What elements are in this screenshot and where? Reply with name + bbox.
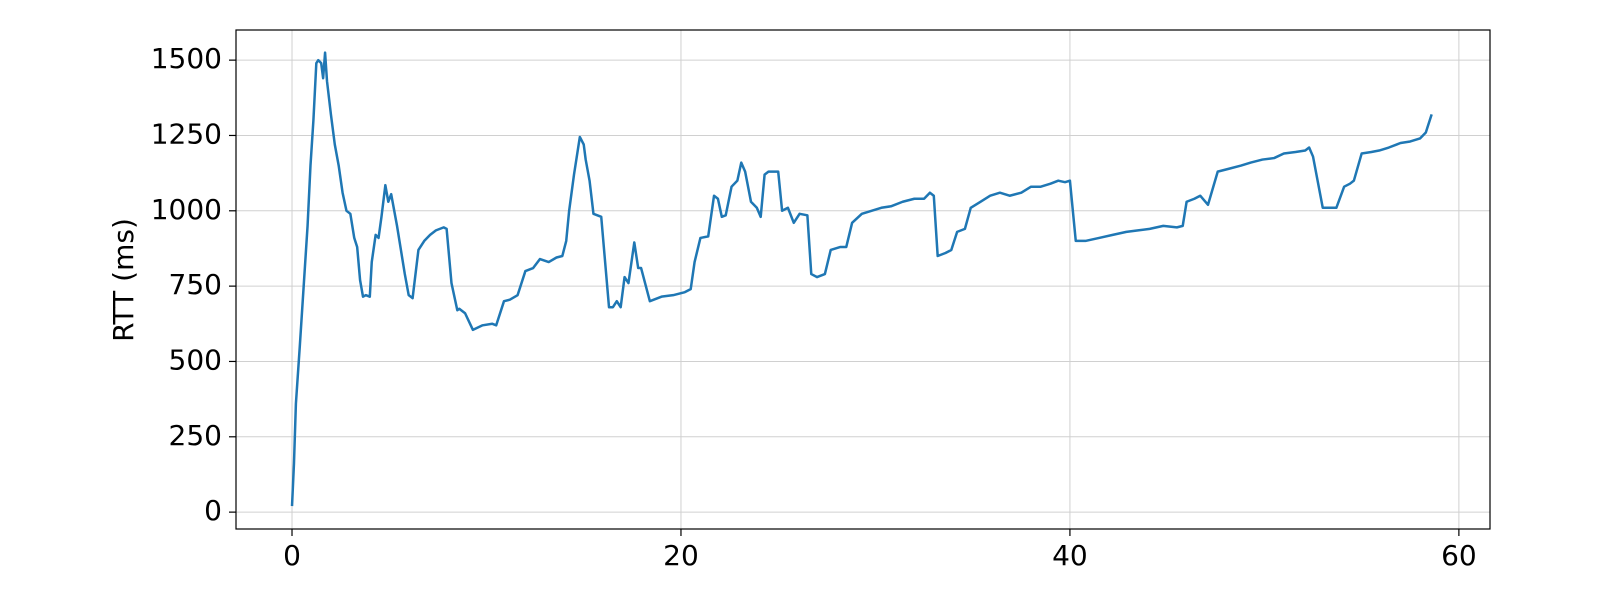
y-tick-label: 1250 — [151, 117, 222, 150]
plot-frame — [235, 29, 1491, 530]
y-tick-label: 500 — [169, 343, 222, 376]
y-axis-label: RTT (ms) — [107, 218, 140, 342]
y-tick-label: 1500 — [151, 42, 222, 75]
y-tick-label: 250 — [169, 419, 222, 452]
y-tick-label: 0 — [204, 494, 222, 527]
y-tick-label: 1000 — [151, 193, 222, 226]
x-tick-label: 60 — [1441, 539, 1477, 572]
x-tick-label: 0 — [283, 539, 301, 572]
x-tick-label: 40 — [1052, 539, 1088, 572]
x-tick-label: 20 — [663, 539, 699, 572]
y-tick-label: 750 — [169, 268, 222, 301]
data-line — [290, 51, 1433, 507]
